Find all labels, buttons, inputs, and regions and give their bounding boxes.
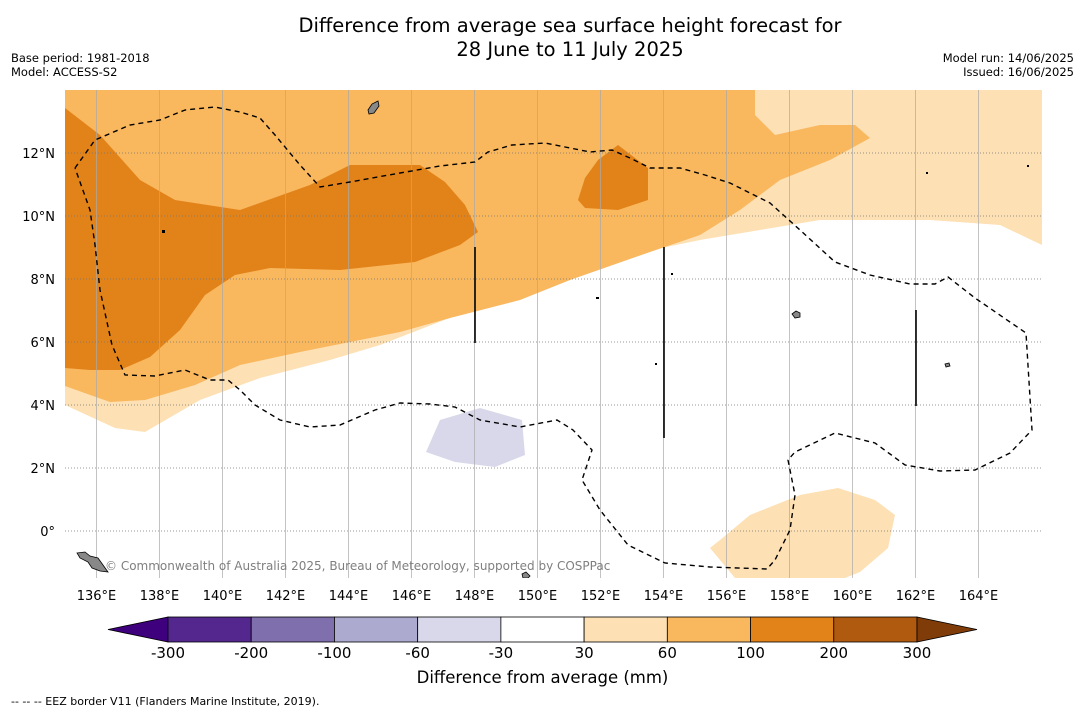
island-png bbox=[76, 551, 109, 573]
colorbar-label: -200 bbox=[234, 644, 268, 662]
meta-left: Base period: 1981-2018 Model: ACCESS-S2 bbox=[11, 51, 150, 79]
anomaly-region-100-200-east bbox=[578, 145, 648, 210]
model-name: Model: ACCESS-S2 bbox=[11, 65, 118, 79]
map-area bbox=[65, 90, 1042, 578]
meta-right: Model run: 14/06/2025 Issued: 16/06/2025 bbox=[943, 51, 1074, 79]
x-tick-label: 158°E bbox=[770, 589, 810, 604]
colorbar-label: 300 bbox=[903, 644, 932, 662]
colorbar-label: 200 bbox=[819, 644, 848, 662]
colorbar-label: -100 bbox=[317, 644, 351, 662]
island-guam bbox=[367, 100, 380, 115]
colorbar-over-arrow bbox=[916, 616, 978, 643]
y-tick-label: 4°N bbox=[31, 399, 56, 414]
colorbar-segment bbox=[417, 616, 502, 643]
x-tick-label: 164°E bbox=[959, 589, 999, 604]
y-axis-ticks: 12°N 10°N 8°N 6°N 4°N 2°N 0° bbox=[22, 147, 55, 540]
x-tick-label: 148°E bbox=[455, 589, 495, 604]
x-tick-label: 160°E bbox=[833, 589, 873, 604]
issued-date: Issued: 16/06/2025 bbox=[963, 65, 1074, 79]
island-dot bbox=[671, 273, 673, 275]
colorbar-label: -300 bbox=[151, 644, 185, 662]
island-dot bbox=[926, 172, 928, 174]
x-tick-label: 144°E bbox=[329, 589, 369, 604]
x-tick-label: 140°E bbox=[203, 589, 243, 604]
colorbar: -300 -200 -100 -60 -30 30 60 100 200 300 bbox=[107, 616, 978, 662]
x-tick-label: 162°E bbox=[896, 589, 936, 604]
y-tick-label: 0° bbox=[40, 525, 55, 540]
colorbar-segment bbox=[833, 616, 918, 643]
colorbar-segment bbox=[500, 616, 585, 643]
island-dot bbox=[162, 230, 165, 233]
footnote-eez: -- -- -- EEZ border V11 (Flanders Marine… bbox=[11, 695, 320, 708]
colorbar-segment bbox=[167, 616, 252, 643]
colorbar-title: Difference from average (mm) bbox=[416, 668, 669, 687]
eez-border bbox=[74, 106, 1033, 570]
map-title: Difference from average sea surface heig… bbox=[0, 14, 1085, 62]
base-period: Base period: 1981-2018 bbox=[11, 51, 150, 65]
title-line-1: Difference from average sea surface heig… bbox=[298, 14, 842, 37]
x-tick-label: 150°E bbox=[518, 589, 558, 604]
colorbar-segment bbox=[334, 616, 419, 643]
colorbar-label: -30 bbox=[489, 644, 514, 662]
island-png-east bbox=[521, 571, 531, 578]
credit-text: © Commonwealth of Australia 2025, Bureau… bbox=[105, 559, 610, 573]
title-line-2: 28 June to 11 July 2025 bbox=[456, 38, 684, 61]
island-kosrae bbox=[944, 362, 951, 368]
island-dot bbox=[596, 297, 599, 299]
y-tick-label: 8°N bbox=[31, 273, 56, 288]
anomaly-region-100-200 bbox=[65, 108, 478, 370]
anomaly-region-30-60-south bbox=[710, 488, 895, 578]
island-dot bbox=[655, 363, 657, 365]
colorbar-segment bbox=[666, 616, 751, 643]
colorbar-under-arrow bbox=[107, 616, 169, 643]
y-tick-label: 12°N bbox=[22, 147, 55, 162]
colorbar-label: 60 bbox=[658, 644, 677, 662]
x-tick-label: 154°E bbox=[644, 589, 684, 604]
y-tick-label: 6°N bbox=[31, 336, 56, 351]
island-pohnpei bbox=[791, 310, 801, 319]
y-tick-label: 10°N bbox=[22, 210, 55, 225]
model-run: Model run: 14/06/2025 bbox=[942, 51, 1074, 65]
island-dot bbox=[1027, 165, 1029, 167]
x-tick-label: 136°E bbox=[77, 589, 117, 604]
x-tick-label: 138°E bbox=[140, 589, 180, 604]
colorbar-label: 30 bbox=[575, 644, 594, 662]
colorbar-segment bbox=[583, 616, 668, 643]
colorbar-segment bbox=[250, 616, 335, 643]
y-tick-label: 2°N bbox=[31, 462, 56, 477]
x-tick-label: 156°E bbox=[707, 589, 747, 604]
x-tick-label: 142°E bbox=[266, 589, 306, 604]
anomaly-region-minus-30-60 bbox=[426, 408, 525, 467]
x-tick-label: 152°E bbox=[581, 589, 621, 604]
colorbar-segment bbox=[750, 616, 835, 643]
colorbar-label: -60 bbox=[405, 644, 430, 662]
x-axis-ticks: 136°E 138°E 140°E 142°E 144°E 146°E 148°E 150°E… bbox=[77, 589, 999, 604]
colorbar-label: 100 bbox=[736, 644, 765, 662]
x-tick-label: 146°E bbox=[392, 589, 432, 604]
